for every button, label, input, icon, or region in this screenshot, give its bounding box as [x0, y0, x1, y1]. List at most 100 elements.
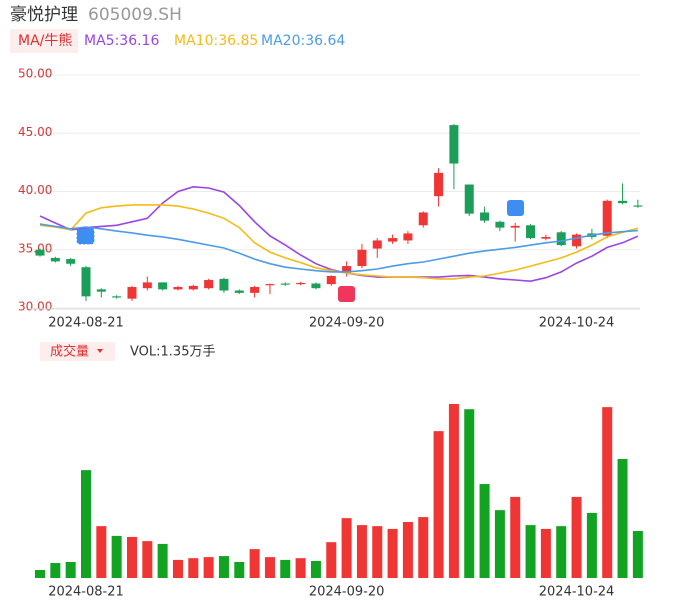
- candle-body: [434, 172, 444, 197]
- volume-label: VOL:1.35万手: [130, 345, 215, 360]
- candle-body: [418, 212, 428, 226]
- candle-body: [495, 221, 505, 228]
- candle-body: [618, 200, 628, 204]
- x-tick-label: 2024-10-24: [539, 585, 615, 600]
- candle-body: [572, 234, 582, 247]
- candle-body: [173, 287, 183, 290]
- candle-body: [311, 283, 321, 289]
- x-tick-label: 2024-09-20: [309, 585, 385, 600]
- volume-bar: [586, 512, 597, 578]
- stock-name: 豪悦护理: [10, 4, 78, 25]
- volume-bar: [356, 525, 367, 578]
- volume-bar: [249, 549, 260, 578]
- candle-body: [66, 259, 76, 264]
- ma-label: MA20:36.64: [261, 33, 345, 49]
- volume-bar: [310, 560, 321, 578]
- volume-bar: [464, 409, 475, 578]
- volume-bar: [203, 557, 214, 578]
- volume-bar: [295, 558, 306, 578]
- candle-body: [388, 238, 398, 242]
- candle-body: [81, 267, 91, 297]
- candle-body: [357, 249, 367, 267]
- volume-tag[interactable]: 成交量: [50, 344, 89, 360]
- volume-bar: [632, 531, 643, 578]
- candle-body: [526, 225, 536, 239]
- x-tick-label: 2024-08-21: [48, 585, 124, 600]
- volume-bar: [494, 510, 505, 578]
- stock-code: 605009.SH: [88, 5, 182, 25]
- y-tick-label: 40.00: [18, 183, 52, 197]
- volume-bar: [571, 496, 582, 578]
- candle-body: [96, 289, 106, 292]
- candle-body: [510, 225, 520, 228]
- volume-bar: [525, 525, 536, 578]
- volume-bar: [234, 561, 245, 578]
- volume-bar: [433, 431, 444, 578]
- ma-label: MA5:36.16: [84, 33, 159, 49]
- signal-icons: [76, 200, 524, 302]
- candle-body: [326, 275, 336, 285]
- volume-bar: [80, 470, 91, 578]
- legend-tag[interactable]: MA/牛熊: [18, 33, 72, 49]
- volume-bar: [540, 528, 551, 578]
- candle-body: [480, 212, 490, 221]
- y-tick-label: 45.00: [18, 125, 52, 139]
- y-tick-label: 30.00: [18, 300, 52, 314]
- candle-body: [372, 240, 382, 249]
- x-tick-label: 2024-08-21: [48, 316, 124, 331]
- candle-body: [342, 266, 352, 274]
- candle-body: [403, 233, 413, 241]
- candle-body: [234, 290, 244, 293]
- volume-bar: [280, 559, 291, 578]
- candle-body: [556, 232, 566, 246]
- candle-body: [188, 285, 198, 290]
- signal-icon: [76, 227, 95, 245]
- dropdown-arrow[interactable]: [97, 349, 103, 353]
- volume-tag-bg[interactable]: [40, 342, 115, 361]
- volume-bar: [617, 458, 628, 578]
- volume-bar: [35, 569, 45, 578]
- volume-bar: [96, 526, 107, 578]
- candle-body: [296, 282, 306, 285]
- candle-body: [219, 278, 229, 291]
- candle-body: [541, 236, 551, 239]
- volume-bar: [418, 517, 429, 578]
- ma-label: MA10:36.85: [174, 33, 258, 49]
- volume-bar: [65, 561, 76, 578]
- volume-bar: [264, 557, 275, 578]
- volume-bar: [341, 518, 352, 578]
- x-tick-label: 2024-10-24: [539, 316, 615, 331]
- volume-bar: [111, 535, 122, 578]
- ma-line: [39, 185, 639, 283]
- candle-body: [158, 282, 168, 290]
- candle-body: [142, 282, 152, 289]
- ma-line: [39, 223, 638, 273]
- volume-bar: [172, 559, 183, 578]
- volume-bar: [402, 521, 413, 578]
- volume-bar: [188, 558, 199, 578]
- volume-bar: [157, 543, 168, 578]
- candle-body: [633, 205, 643, 207]
- volume-bar: [142, 541, 153, 578]
- volume-bar: [126, 536, 137, 578]
- candle-body: [250, 287, 260, 293]
- volume-bar: [510, 496, 521, 578]
- volume-bar: [218, 556, 229, 578]
- volume-bar: [602, 407, 613, 578]
- candle-body: [112, 296, 122, 298]
- y-tick-label: 50.00: [18, 67, 52, 81]
- volume-bar: [479, 484, 490, 578]
- signal-icon: [507, 200, 524, 216]
- candle-body: [449, 125, 459, 164]
- candle-body: [464, 184, 474, 214]
- volume-bar: [556, 526, 567, 578]
- signal-icon: [338, 286, 355, 302]
- x-tick-label: 2024-09-20: [309, 316, 385, 331]
- legend-tag-bg[interactable]: [10, 29, 78, 53]
- candle-body: [280, 283, 290, 285]
- volume-bar: [326, 542, 337, 578]
- candle-body: [50, 257, 60, 262]
- candle-body: [35, 249, 45, 256]
- candle-body: [602, 200, 612, 236]
